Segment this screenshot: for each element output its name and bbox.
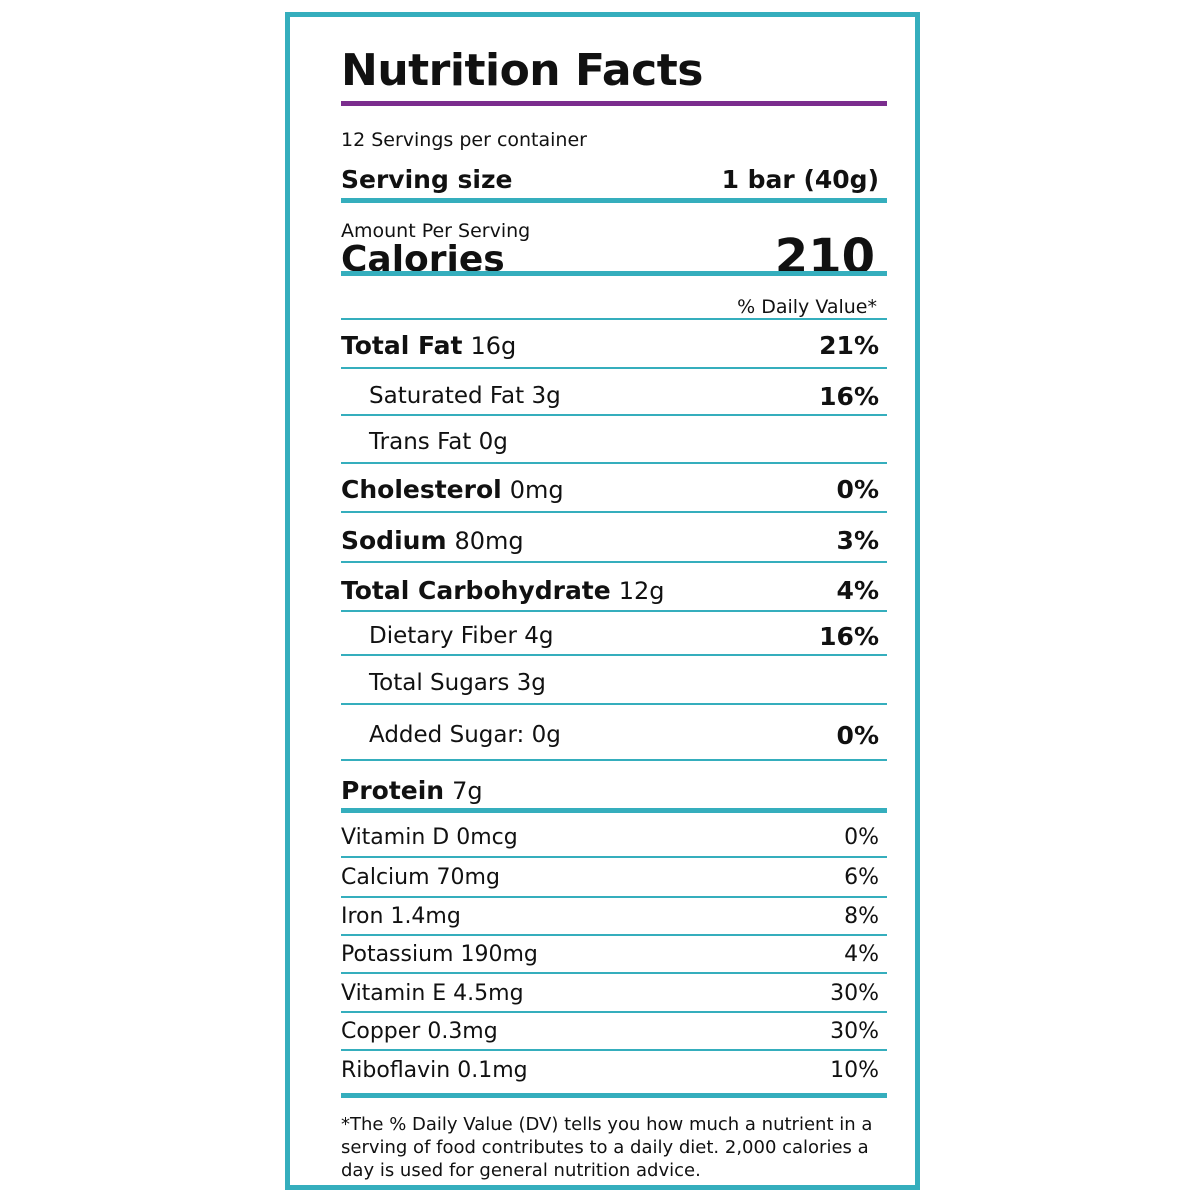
label-title: Nutrition Facts <box>341 45 703 96</box>
vitamin-daily-value: 4% <box>844 941 879 967</box>
vitamin-name: Riboflavin 0.1mg <box>341 1057 528 1083</box>
vitamin-row: Riboflavin 0.1mg 10% <box>341 1053 887 1087</box>
row-divider <box>341 654 887 656</box>
nutrient-name: Trans Fat 0g <box>369 429 508 455</box>
vitamin-daily-value: 0% <box>844 824 879 850</box>
daily-value-divider <box>341 318 887 320</box>
nutrient-daily-value: 16% <box>819 381 879 411</box>
nutrient-amount: 7g <box>452 776 483 805</box>
vitamin-daily-value: 6% <box>844 864 879 890</box>
row-divider <box>341 972 887 974</box>
nutrient-daily-value: 4% <box>836 575 879 605</box>
row-divider <box>341 703 887 705</box>
nutrient-row-cholesterol: Cholesterol 0mg 0% <box>341 472 887 506</box>
nutrient-row-trans-fat: Trans Fat 0g <box>341 425 887 459</box>
nutrition-facts-panel: Nutrition Facts 12 Servings per containe… <box>285 12 920 1190</box>
nutrient-name: Cholesterol <box>341 474 502 504</box>
row-divider <box>341 414 887 416</box>
nutrient-name: Added Sugar: 0g <box>369 722 561 748</box>
row-divider <box>341 561 887 563</box>
vitamin-name: Vitamin E 4.5mg <box>341 980 524 1006</box>
serving-size-divider <box>341 198 887 203</box>
vitamin-row: Vitamin D 0mcg 0% <box>341 820 887 854</box>
nutrient-row-total-fat: Total Fat 16g 21% <box>341 328 887 362</box>
row-divider <box>341 462 887 464</box>
nutrient-row-saturated-fat: Saturated Fat 3g 16% <box>341 379 887 413</box>
row-divider <box>341 759 887 761</box>
row-divider <box>341 610 887 612</box>
row-divider <box>341 856 887 858</box>
nutrient-label: Total Carbohydrate 12g <box>341 576 665 605</box>
nutrient-row-total-carbohydrate: Total Carbohydrate 12g 4% <box>341 573 887 607</box>
vitamin-name: Calcium 70mg <box>341 864 500 890</box>
calories-divider <box>341 271 887 276</box>
nutrient-daily-value: 3% <box>836 525 879 555</box>
serving-size-label: Serving size <box>341 164 513 194</box>
nutrient-name: Total Sugars 3g <box>369 670 546 696</box>
vitamin-row: Iron 1.4mg 8% <box>341 899 887 933</box>
daily-value-footnote: *The % Daily Value (DV) tells you how mu… <box>341 1114 873 1181</box>
nutrient-amount: 80mg <box>454 526 524 555</box>
nutrient-label: Sodium 80mg <box>341 526 524 555</box>
vitamin-row: Potassium 190mg 4% <box>341 937 887 971</box>
vitamin-name: Copper 0.3mg <box>341 1018 498 1044</box>
row-divider <box>341 896 887 898</box>
row-divider <box>341 1049 887 1051</box>
nutrient-name: Saturated Fat 3g <box>369 383 561 409</box>
nutrient-label: Protein 7g <box>341 776 483 805</box>
nutrient-name: Dietary Fiber 4g <box>369 623 554 649</box>
nutrient-amount: 0mg <box>509 475 564 504</box>
nutrient-label: Total Fat 16g <box>341 331 516 360</box>
nutrient-row-dietary-fiber: Dietary Fiber 4g 16% <box>341 619 887 653</box>
nutrient-name: Total Fat <box>341 330 463 360</box>
title-divider <box>341 101 887 106</box>
nutrient-daily-value: 16% <box>819 621 879 651</box>
daily-value-header: % Daily Value* <box>737 296 877 318</box>
vitamins-bottom-divider <box>341 1093 887 1098</box>
nutrient-row-added-sugar: Added Sugar: 0g 0% <box>341 718 887 752</box>
protein-divider <box>341 808 887 813</box>
nutrient-amount: 12g <box>618 576 665 605</box>
nutrient-daily-value: 0% <box>836 720 879 750</box>
nutrient-row-total-sugars: Total Sugars 3g <box>341 666 887 700</box>
nutrient-name: Total Carbohydrate <box>341 575 611 605</box>
nutrient-row-sodium: Sodium 80mg 3% <box>341 523 887 557</box>
vitamin-daily-value: 30% <box>830 980 879 1006</box>
nutrient-daily-value: 21% <box>819 330 879 360</box>
vitamin-name: Potassium 190mg <box>341 941 538 967</box>
servings-per-container: 12 Servings per container <box>341 129 587 151</box>
nutrient-name: Protein <box>341 775 445 805</box>
nutrient-label: Cholesterol 0mg <box>341 475 564 504</box>
serving-size-row: Serving size 1 bar (40g) <box>341 162 887 196</box>
nutrient-amount: 16g <box>470 331 517 360</box>
vitamin-daily-value: 8% <box>844 903 879 929</box>
vitamin-name: Vitamin D 0mcg <box>341 824 518 850</box>
row-divider <box>341 1011 887 1013</box>
nutrient-daily-value: 0% <box>836 474 879 504</box>
row-divider <box>341 934 887 936</box>
vitamin-daily-value: 10% <box>830 1057 879 1083</box>
row-divider <box>341 367 887 369</box>
vitamin-name: Iron 1.4mg <box>341 903 461 929</box>
vitamin-row: Copper 0.3mg 30% <box>341 1014 887 1048</box>
amount-per-serving-label: Amount Per Serving <box>341 220 531 242</box>
serving-size-value: 1 bar (40g) <box>721 164 879 194</box>
nutrient-row-protein: Protein 7g <box>341 773 887 807</box>
calories-value: 210 <box>774 229 875 285</box>
vitamin-daily-value: 30% <box>830 1018 879 1044</box>
nutrient-name: Sodium <box>341 525 447 555</box>
vitamin-row: Calcium 70mg 6% <box>341 860 887 894</box>
row-divider <box>341 511 887 513</box>
vitamin-row: Vitamin E 4.5mg 30% <box>341 976 887 1010</box>
